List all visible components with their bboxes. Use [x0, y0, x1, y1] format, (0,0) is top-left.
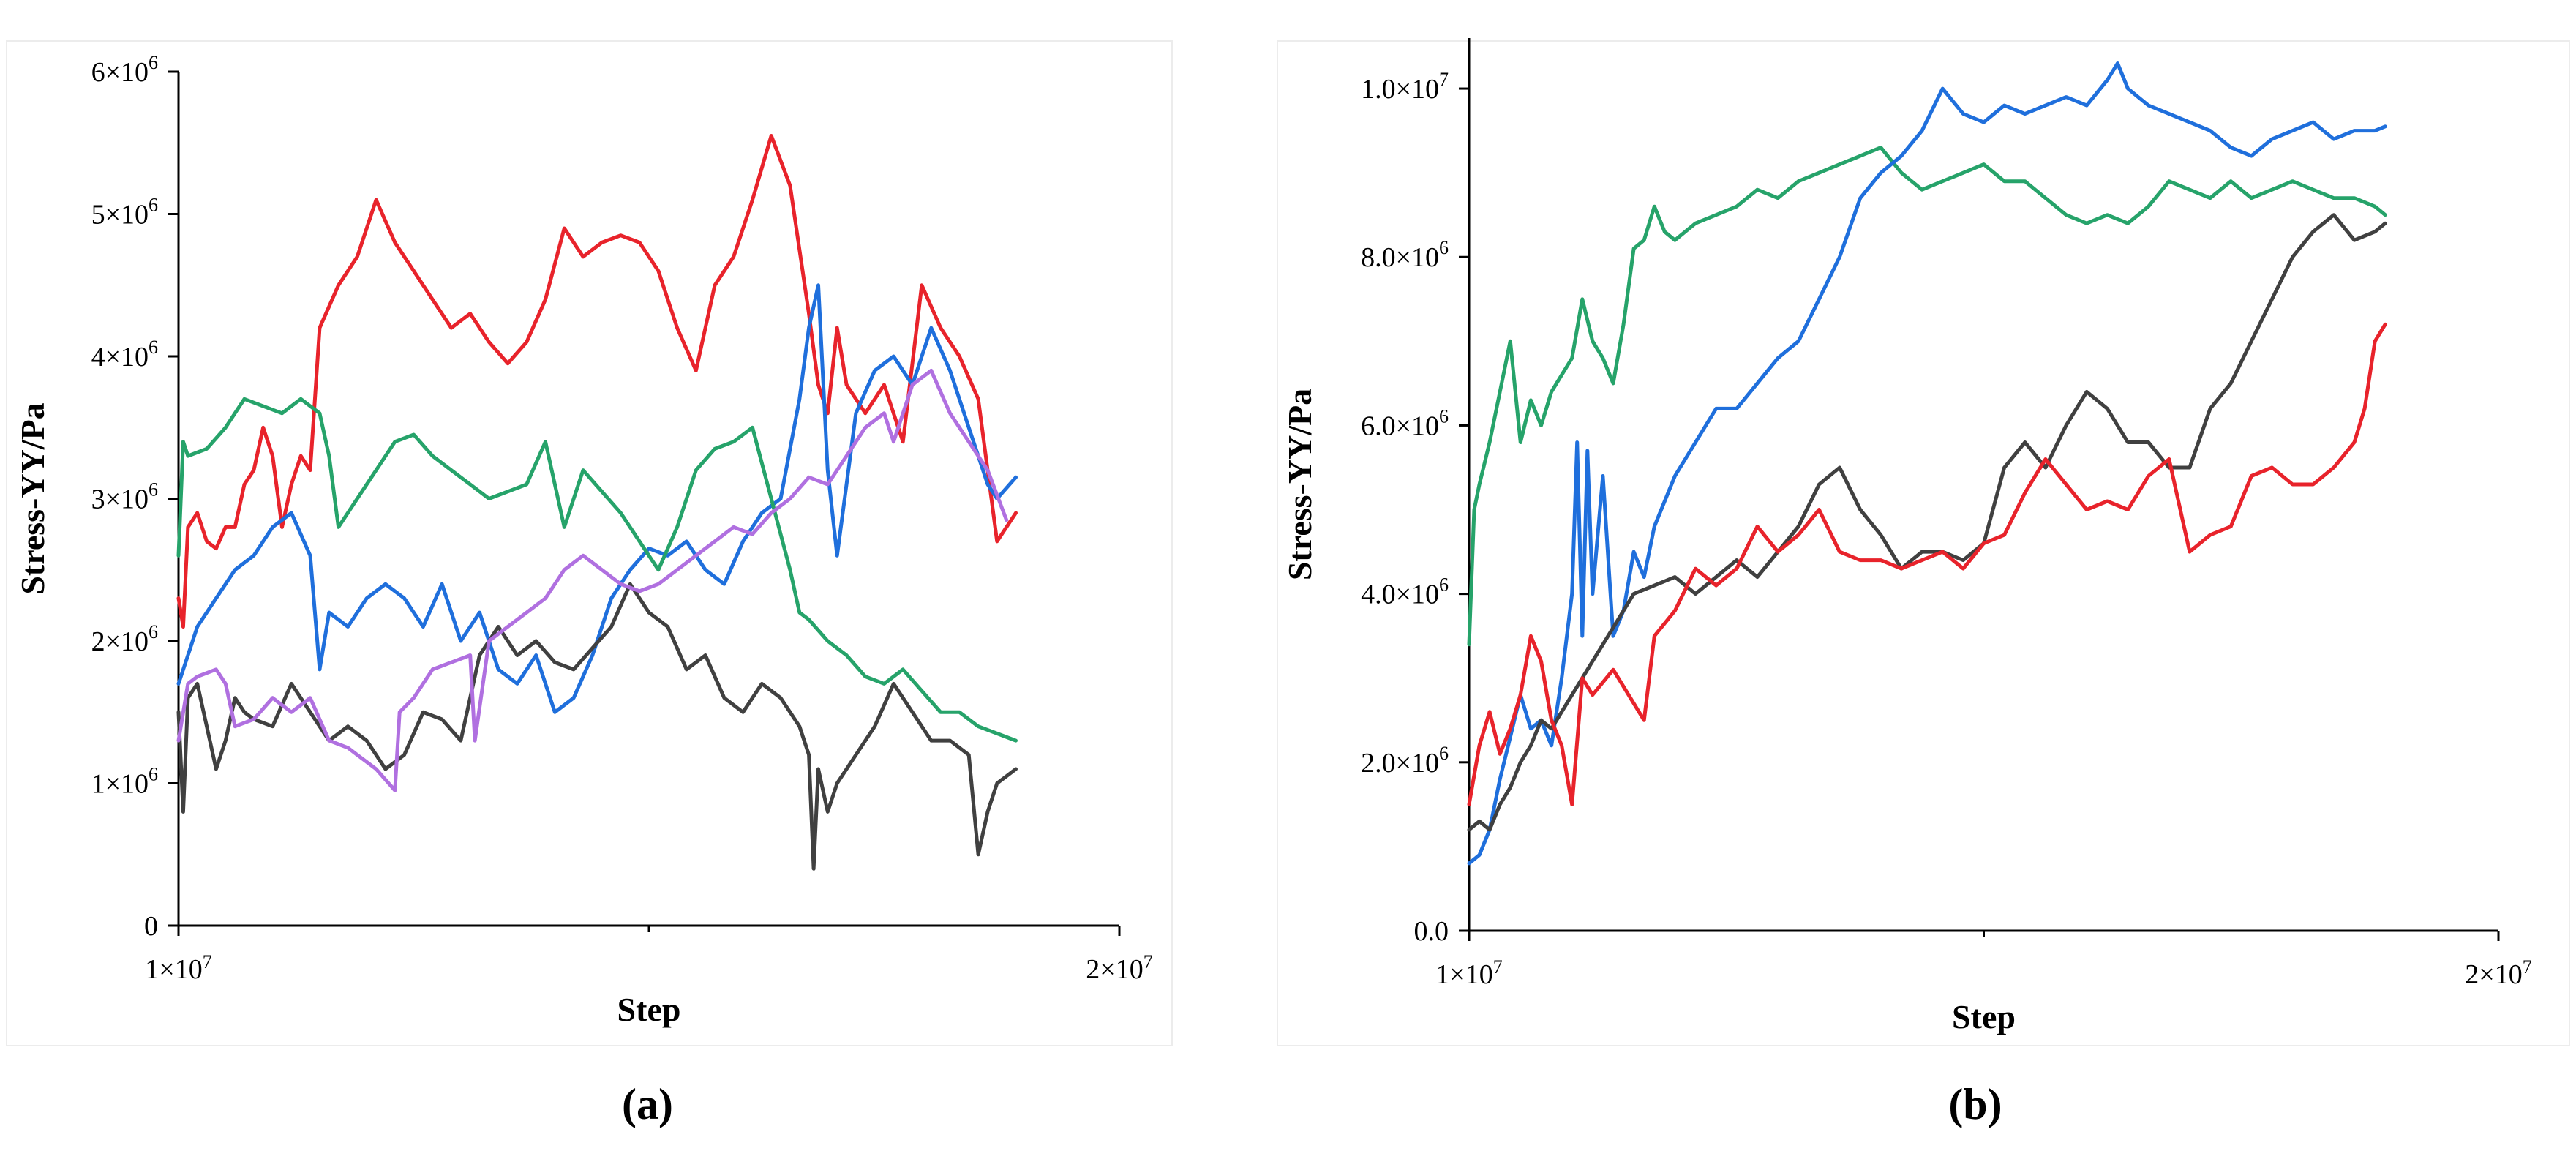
x-tick-label: 1×107: [1435, 956, 1502, 990]
series-line-a-4: [176, 582, 1018, 871]
series-line-b-2: [1467, 61, 2387, 866]
series-line-b-4: [1467, 322, 2387, 806]
series-line-a-2: [176, 283, 1018, 714]
panel-a-caption: (a): [622, 1080, 673, 1128]
y-tick-label: 4.0×106: [1361, 574, 1449, 610]
x-axis-title: Step: [617, 991, 681, 1028]
y-tick-label: 0: [144, 911, 158, 942]
y-tick-label: 4×106: [91, 337, 158, 372]
panel-b-caption: (b): [1948, 1080, 2002, 1128]
series-line-b-1: [1467, 146, 2387, 647]
y-tick-label: 1×106: [91, 763, 158, 799]
y-tick-label: 6.0×106: [1361, 405, 1449, 441]
x-tick-label: 1×107: [145, 951, 211, 985]
chart-panel-a-frame: [6, 40, 1173, 1046]
y-tick-label: 2×106: [91, 621, 158, 657]
y-tick-label: 0.0: [1414, 916, 1449, 947]
y-axis-title: Stress-YY/Pa: [14, 402, 51, 594]
y-tick-label: 3×106: [91, 479, 158, 514]
series-line-b-3: [1467, 213, 2387, 832]
series-line-a-5: [176, 368, 1009, 792]
y-tick-label: 1.0×107: [1361, 69, 1449, 105]
x-tick-label: 2×107: [2465, 956, 2531, 990]
y-axis-title: Stress-YY/Pa: [1281, 389, 1318, 580]
y-tick-label: 2.0×106: [1361, 743, 1449, 779]
x-tick-label: 2×107: [1086, 951, 1152, 985]
series-line-a-3: [176, 397, 1018, 743]
series-line-a-1: [176, 134, 1018, 629]
x-axis-title: Step: [1952, 998, 2016, 1035]
y-tick-label: 6×106: [91, 52, 158, 88]
y-tick-label: 5×106: [91, 194, 158, 230]
y-tick-label: 8.0×106: [1361, 237, 1449, 273]
chart-panel-b-frame: [1277, 40, 2570, 1046]
